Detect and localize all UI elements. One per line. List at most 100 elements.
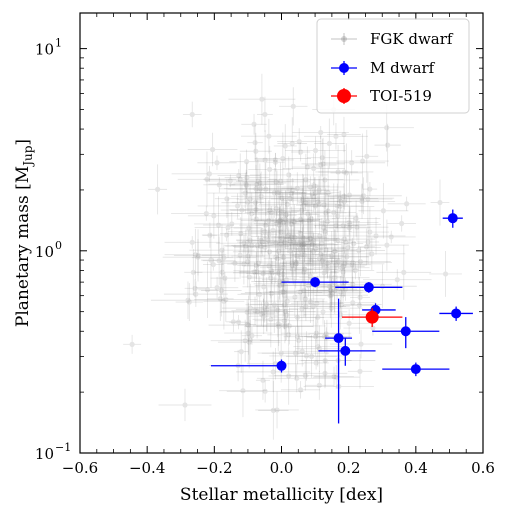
fgk-dwarf-point: [202, 236, 236, 285]
fgk-dwarf-point: [315, 145, 374, 199]
fgk-dwarf-point: [311, 183, 357, 242]
fgk-dwarf-point: [203, 153, 278, 206]
fgk-dwarf-point: [233, 261, 312, 285]
fgk-dwarf-point: [297, 240, 342, 277]
fgk-dwarf-point: [350, 288, 371, 307]
fgk-dwarf-point: [277, 217, 339, 264]
fgk-dwarf-point: [233, 203, 265, 254]
fgk-dwarf-point: [231, 234, 273, 257]
fgk-dwarf-point: [243, 189, 321, 207]
y-tick-label: 10: [35, 41, 54, 59]
fgk-dwarf-point: [357, 219, 380, 265]
fgk-dwarf-point: [231, 156, 283, 212]
fgk-dwarf-point: [238, 310, 257, 339]
fgk-dwarf-point: [324, 309, 374, 338]
fgk-dwarf-point: [258, 178, 316, 231]
x-tick-label: 0.6: [471, 459, 495, 477]
fgk-dwarf-point: [231, 171, 292, 222]
fgk-dwarf-point: [236, 201, 277, 237]
fgk-dwarf-point: [267, 162, 294, 200]
fgk-dwarf-point: [246, 265, 280, 282]
fgk-dwarf-point: [312, 365, 360, 390]
fgk-dwarf-point: [319, 202, 367, 249]
fgk-dwarf-point: [305, 198, 375, 215]
fgk-dwarf-point: [358, 182, 409, 239]
fgk-dwarf-point: [231, 246, 266, 267]
fgk-dwarf-point: [290, 219, 350, 253]
fgk-dwarf-point: [254, 312, 314, 330]
y-tick-label-exponent: 1: [55, 37, 62, 50]
fgk-dwarf-point: [343, 172, 393, 226]
fgk-dwarf-point: [295, 307, 340, 327]
fgk-dwarf-point: [247, 170, 307, 216]
fgk-dwarf-point: [305, 370, 334, 400]
fgk-dwarf-point: [296, 178, 312, 232]
fgk-dwarf-point: [236, 230, 316, 284]
fgk-dwarf-point: [313, 224, 376, 254]
fgk-dwarf-point: [177, 151, 237, 208]
m-dwarf-point: [372, 317, 440, 349]
fgk-dwarf-point: [327, 229, 343, 274]
fgk-dwarf-point: [184, 249, 203, 296]
legend-fgk-marker: [331, 33, 357, 45]
m-dwarf-point: [382, 362, 450, 377]
fgk-dwarf-point: [314, 284, 346, 308]
fgk-dwarf-point: [247, 124, 263, 161]
fgk-dwarf-point: [219, 299, 275, 325]
fgk-dwarf-point: [236, 351, 311, 393]
fgk-dwarf-point: [207, 276, 234, 321]
fgk-dwarf-point: [244, 268, 323, 317]
fgk-dwarf-point: [376, 244, 432, 300]
fgk-dwarf-point: [279, 204, 322, 234]
fgk-dwarf-point: [276, 230, 322, 260]
fgk-dwarf-point: [276, 285, 350, 328]
fgk-dwarf-point: [290, 150, 360, 210]
fgk-dwarf-point: [228, 73, 296, 125]
fgk-dwarf-point: [219, 217, 262, 251]
fgk-dwarf-point: [313, 276, 392, 293]
m-dwarf-point: [281, 277, 349, 288]
fgk-dwarf-point: [319, 210, 379, 235]
fgk-dwarf-point: [281, 213, 340, 264]
fgk-dwarf-point: [234, 221, 296, 274]
fgk-dwarf-point: [337, 193, 352, 211]
fgk-dwarf-point: [294, 278, 369, 312]
fgk-dwarf-point: [278, 247, 331, 263]
fgk-dwarf-point: [309, 218, 334, 269]
fgk-dwarf-point: [277, 225, 329, 252]
fgk-dwarf-point: [273, 198, 294, 247]
fgk-dwarf-point: [194, 197, 262, 258]
fgk-dwarf-point: [246, 348, 304, 380]
fgk-dwarf-point: [338, 237, 406, 270]
x-tick-label: 0.2: [337, 459, 361, 477]
fgk-dwarf-point: [279, 249, 305, 277]
fgk-dwarf-point: [311, 275, 371, 309]
fgk-dwarf-point: [246, 194, 307, 223]
fgk-dwarf-point: [245, 214, 301, 247]
fgk-dwarf-point: [302, 190, 380, 212]
y-tick-label: 10: [35, 445, 54, 463]
fgk-dwarf-point: [164, 228, 227, 281]
fgk-dwarf-point: [231, 296, 279, 325]
fgk-dwarf-point: [266, 280, 302, 330]
fgk-dwarf-point: [293, 280, 328, 323]
fgk-dwarf-point: [197, 193, 278, 219]
fgk-dwarf-point: [317, 199, 359, 233]
fgk-dwarf-point: [320, 247, 344, 264]
fgk-dwarf-point: [336, 133, 389, 189]
fgk-dwarf-point: [198, 261, 217, 319]
fgk-dwarf-point: [291, 196, 313, 224]
fgk-dwarf-point: [252, 293, 277, 323]
toi-519-points: [341, 308, 403, 327]
fgk-dwarf-point: [227, 243, 261, 285]
fgk-dwarf-point: [327, 116, 361, 153]
x-tick-label: 0.4: [404, 459, 428, 477]
fgk-dwarf-point: [248, 298, 279, 328]
fgk-dwarf-point: [278, 249, 343, 304]
fgk-dwarf-point: [304, 135, 337, 195]
fgk-dwarf-point: [242, 270, 286, 304]
m-dwarf-point: [325, 298, 353, 424]
fgk-dwarf-point: [171, 165, 248, 182]
